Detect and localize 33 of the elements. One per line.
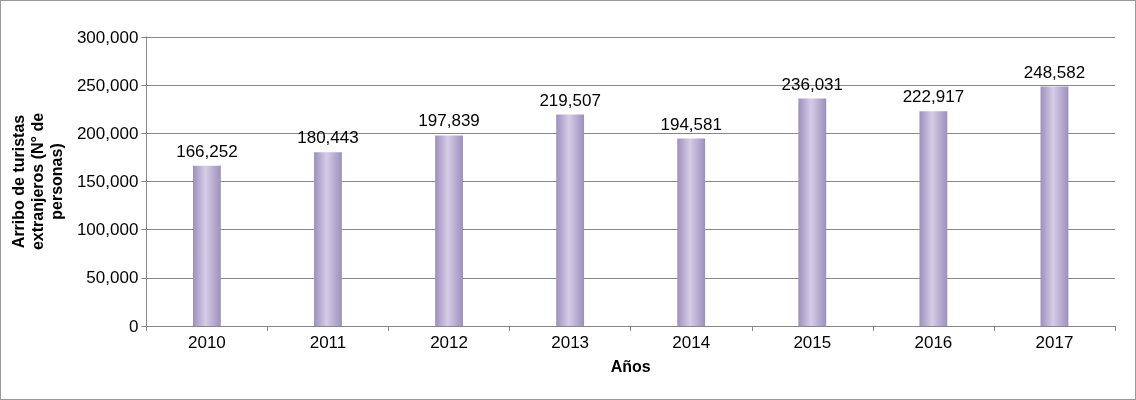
data-label: 219,507 [539,90,601,110]
x-axis-title: Años [610,357,651,375]
x-tick-label: 2011 [309,333,347,352]
data-label: 222,917 [902,87,965,107]
x-tick-label: 2010 [187,333,226,352]
y-tick-label: 0 [128,316,139,336]
y-tick-label: 200,000 [76,123,139,143]
data-label: 180,443 [297,128,359,148]
data-label: 236,031 [781,74,844,94]
y-tick-label: 150,000 [76,172,139,191]
bar [556,114,585,326]
data-label: 194,581 [660,114,722,134]
bar [192,165,221,326]
y-tick-label: 300,000 [76,27,139,47]
bar [677,138,706,326]
y-tick-label: 250,000 [76,75,139,95]
x-tick-label: 2013 [551,333,590,352]
y-axis-title: Arribo de turistas extranjeros (N° de personas) [10,112,65,251]
bar [919,111,948,326]
data-label: 248,582 [1023,62,1086,82]
bar [798,98,827,326]
data-label: 197,839 [418,111,480,131]
bar [435,135,463,326]
x-tick-label: 2012 [430,333,468,352]
x-tick-label: 2017 [1035,333,1074,352]
x-tick-label: 2015 [793,333,832,352]
x-tick-label: 2014 [672,333,711,352]
data-label: 166,252 [176,141,238,161]
bar [314,152,342,326]
bar [1040,86,1069,326]
y-tick-label: 50,000 [86,268,139,288]
x-tick-label: 2016 [914,333,953,352]
y-tick-label: 100,000 [76,220,139,240]
